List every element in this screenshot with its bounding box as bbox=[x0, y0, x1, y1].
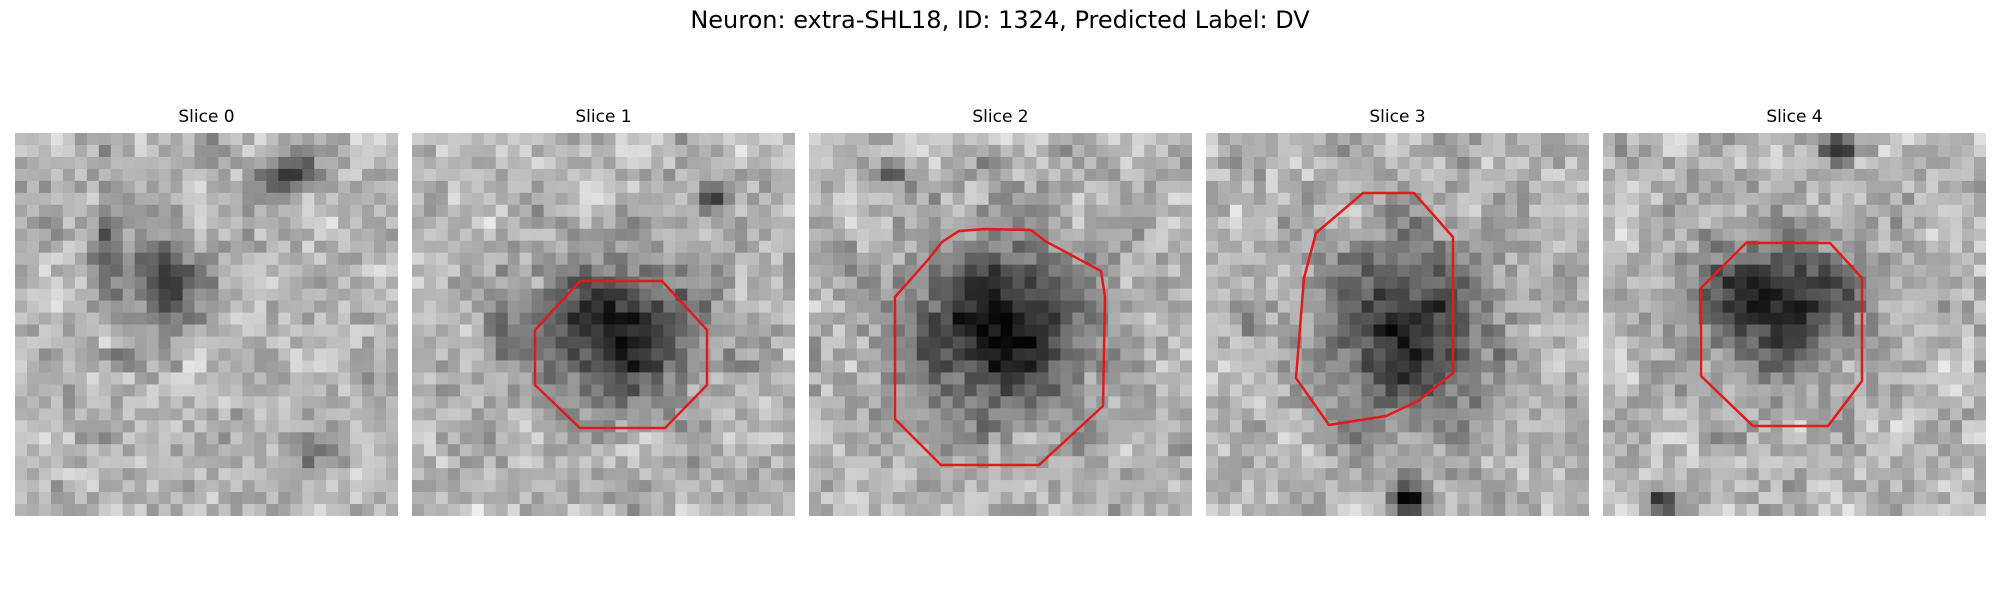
slice-pixels bbox=[1206, 133, 1589, 516]
slice-1-title: Slice 1 bbox=[575, 107, 632, 127]
slice-pixels bbox=[809, 133, 1192, 516]
slice-4-image bbox=[1603, 133, 1986, 516]
slice-0-image bbox=[15, 133, 398, 516]
slice-2-image bbox=[809, 133, 1192, 516]
slice-3-image bbox=[1206, 133, 1589, 516]
slice-pixels bbox=[15, 133, 398, 516]
cell-contour bbox=[1699, 241, 1864, 428]
cell-contour bbox=[1294, 191, 1455, 427]
cell-contour bbox=[893, 227, 1107, 467]
slice-3-title: Slice 3 bbox=[1369, 107, 1426, 127]
figure-title: Neuron: extra-SHL18, ID: 1324, Predicted… bbox=[690, 6, 1310, 34]
slice-2-title: Slice 2 bbox=[972, 107, 1029, 127]
slice-0-title: Slice 0 bbox=[178, 107, 235, 127]
slice-4-title: Slice 4 bbox=[1766, 107, 1823, 127]
slice-pixels bbox=[1603, 133, 1986, 516]
cell-contour bbox=[533, 279, 709, 430]
slice-1-image bbox=[412, 133, 795, 516]
slice-pixels bbox=[412, 133, 795, 516]
